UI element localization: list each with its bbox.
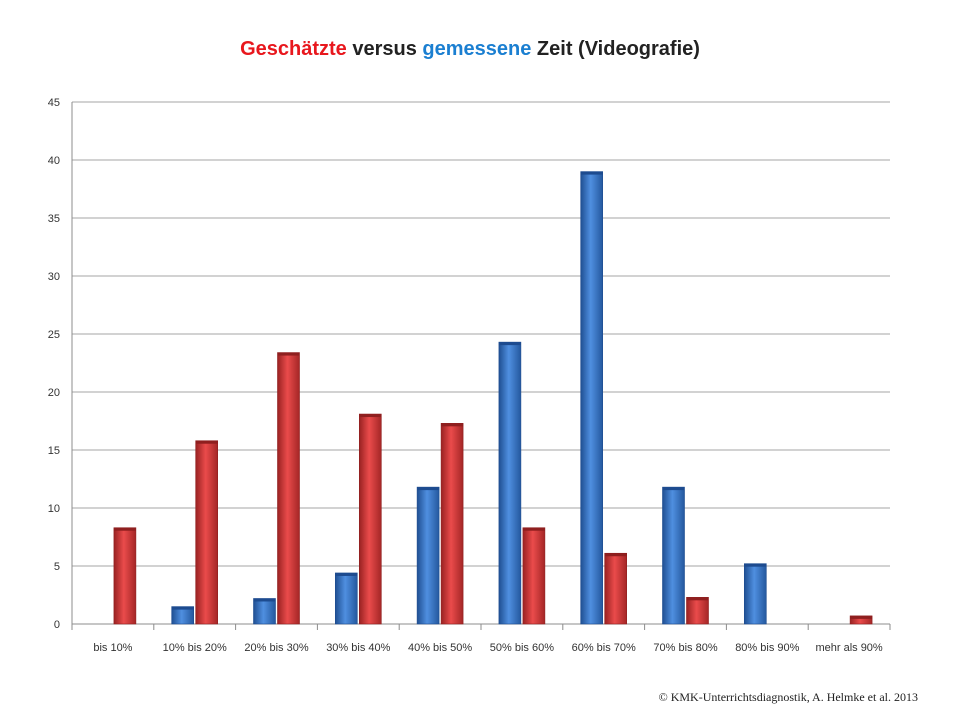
red-bar-4 [358,413,382,625]
red-bar-7 [604,552,628,625]
x-tick-label: 30% bis 40% [326,642,390,654]
y-tick-label: 15 [48,445,60,457]
y-tick-labels: 0 5 10 15 20 25 30 35 40 45 [48,97,60,631]
y-tick-label: 5 [54,561,60,573]
x-tick-label: 80% bis 90% [735,642,799,654]
x-tick-label: 10% bis 20% [163,642,227,654]
bar-cap [441,423,464,427]
bar-cap [359,414,382,418]
blue-bar-6 [498,341,522,625]
blue-bar-3 [253,598,276,625]
x-tick-label: mehr als 90% [815,642,882,654]
x-tick-label: bis 10% [93,642,132,654]
y-tick-label: 0 [54,619,60,631]
axes [71,102,891,630]
bar-cap [744,563,767,567]
x-tick-label: 40% bis 50% [408,642,472,654]
bar-cap [662,487,685,491]
y-tick-label: 10 [48,503,60,515]
bar-cap [686,597,709,601]
bar-cap [417,487,440,491]
bars [113,171,873,625]
bar-cap [522,527,545,531]
x-tick-label: 60% bis 70% [572,642,636,654]
title-rest: Zeit (Videografie) [531,38,700,60]
x-tick-label: 20% bis 30% [244,642,308,654]
title-measured: gemessene [422,38,532,60]
bar-cap [195,440,218,444]
title-estimated: Geschätzte [240,38,347,60]
x-tick-labels: bis 10% 10% bis 20% 20% bis 30% 30% bis 40%… [93,642,883,654]
y-tick-label: 35 [48,213,60,225]
bar-cap [850,615,873,619]
bar-cap [604,553,627,557]
y-tick-label: 40 [48,155,60,167]
y-tick-label: 25 [48,329,60,341]
x-tick-label: 70% bis 80% [653,642,717,654]
gridlines [72,101,890,567]
blue-bar-5 [416,486,440,625]
chart-title: Geschätzte versus gemessene Zeit (Videog… [0,38,940,61]
red-bar-3 [277,352,300,625]
x-tick-label: 50% bis 60% [490,642,554,654]
red-bar-2 [195,440,218,625]
bar-cap [253,598,276,602]
y-tick-label: 20 [48,387,60,399]
bar-cap [171,606,194,610]
title-versus: versus [346,38,423,60]
red-bar-5 [440,423,464,625]
red-bar-1 [113,527,137,625]
bar-cap [580,171,603,175]
copyright-note: © KMK-Unterrichtsdiagnostik, A. Helmke e… [658,690,918,704]
y-tick-label: 30 [48,271,60,283]
red-bar-6 [522,527,546,625]
blue-bar-8 [662,486,685,625]
bar-cap [335,572,358,576]
bar-cap [277,352,300,356]
blue-bar-9 [743,563,767,625]
bar-cap [498,342,521,346]
blue-bar-7 [580,171,604,625]
bar-cap [113,527,136,531]
blue-bar-4 [334,572,358,625]
red-bar-8 [686,597,709,625]
y-tick-label: 45 [48,97,60,109]
